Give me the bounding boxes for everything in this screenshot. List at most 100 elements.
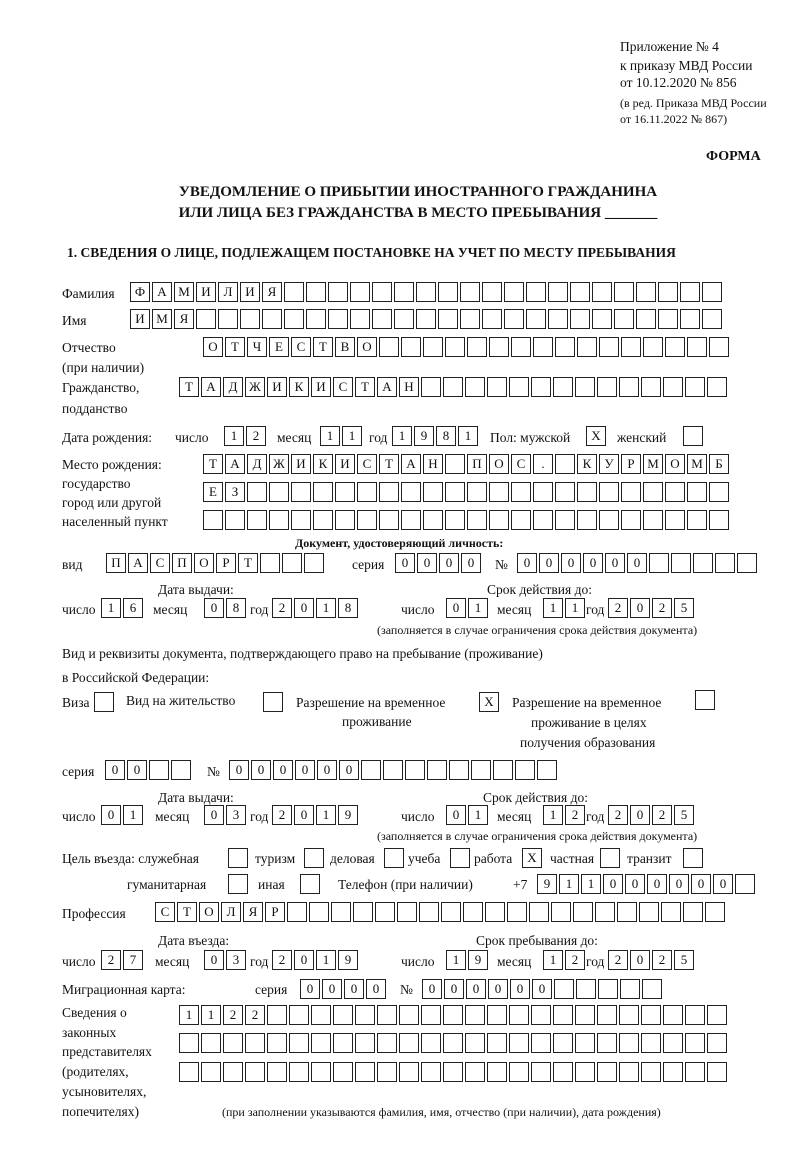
char-cell[interactable]: 2 [101,950,121,970]
char-cell[interactable] [421,377,441,397]
char-cell[interactable]: 1 [581,874,601,894]
char-cell[interactable] [735,874,755,894]
char-cell[interactable]: 1 [446,950,466,970]
char-cell[interactable]: 2 [565,805,585,825]
char-cell[interactable] [267,1033,287,1053]
char-cell[interactable]: 0 [366,979,386,999]
char-cell[interactable]: Р [265,902,285,922]
char-cell[interactable] [641,1005,661,1025]
char-cell[interactable]: У [599,454,619,474]
char-cell[interactable]: 0 [630,950,650,970]
char-cell[interactable]: 3 [226,805,246,825]
purpose-work-checkbox[interactable]: X [522,848,542,868]
char-cell[interactable]: О [194,553,214,573]
char-cell[interactable] [333,1033,353,1053]
char-cell[interactable]: Т [379,454,399,474]
char-cell[interactable]: Я [174,309,194,329]
char-cell[interactable]: И [130,309,150,329]
char-cell[interactable] [685,1062,705,1082]
char-cell[interactable] [421,1033,441,1053]
char-cell[interactable] [394,282,414,302]
char-cell[interactable] [223,1033,243,1053]
char-cell[interactable] [570,282,590,302]
char-cell[interactable] [537,760,557,780]
char-cell[interactable]: 1 [224,426,244,446]
char-cell[interactable]: 6 [123,598,143,618]
char-cell[interactable] [416,309,436,329]
char-cell[interactable]: А [225,454,245,474]
char-cell[interactable] [597,1005,617,1025]
char-cell[interactable] [553,1005,573,1025]
char-cell[interactable] [445,454,465,474]
char-cell[interactable] [533,337,553,357]
residence-checkbox[interactable] [263,692,283,712]
char-cell[interactable]: Я [243,902,263,922]
char-cell[interactable] [149,760,169,780]
char-cell[interactable] [511,482,531,502]
char-cell[interactable] [311,1033,331,1053]
char-cell[interactable] [504,309,524,329]
char-cell[interactable] [449,760,469,780]
char-cell[interactable]: 0 [300,979,320,999]
char-cell[interactable]: 0 [630,598,650,618]
char-cell[interactable]: Д [247,454,267,474]
char-cell[interactable] [289,1005,309,1025]
char-cell[interactable] [355,1033,375,1053]
char-cell[interactable] [576,979,596,999]
char-cell[interactable] [284,282,304,302]
char-cell[interactable] [570,309,590,329]
char-cell[interactable]: С [291,337,311,357]
char-cell[interactable]: 9 [338,950,358,970]
char-cell[interactable]: 2 [608,950,628,970]
char-cell[interactable] [526,282,546,302]
char-cell[interactable] [240,309,260,329]
char-cell[interactable] [379,337,399,357]
char-cell[interactable] [493,760,513,780]
char-cell[interactable]: X [586,426,606,446]
char-cell[interactable]: X [522,848,542,868]
char-cell[interactable] [450,848,470,868]
char-cell[interactable]: Е [269,337,289,357]
char-cell[interactable]: А [128,553,148,573]
char-cell[interactable] [575,1062,595,1082]
char-cell[interactable] [621,510,641,530]
char-cell[interactable] [636,282,656,302]
char-cell[interactable] [614,309,634,329]
char-cell[interactable]: X [479,692,499,712]
char-cell[interactable]: К [313,454,333,474]
char-cell[interactable]: . [533,454,553,474]
char-cell[interactable]: 0 [444,979,464,999]
char-cell[interactable] [548,282,568,302]
char-cell[interactable]: 8 [226,598,246,618]
char-cell[interactable] [372,282,392,302]
char-cell[interactable]: 8 [338,598,358,618]
char-cell[interactable]: 5 [674,598,694,618]
char-cell[interactable]: 0 [251,760,271,780]
char-cell[interactable] [531,377,551,397]
char-cell[interactable] [397,902,417,922]
char-cell[interactable] [707,1005,727,1025]
char-cell[interactable] [592,282,612,302]
char-cell[interactable] [715,553,735,573]
char-cell[interactable] [335,482,355,502]
char-cell[interactable]: 0 [339,760,359,780]
char-cell[interactable]: А [201,377,221,397]
char-cell[interactable] [284,309,304,329]
char-cell[interactable] [695,690,715,710]
char-cell[interactable] [357,482,377,502]
char-cell[interactable] [427,760,447,780]
char-cell[interactable] [423,337,443,357]
char-cell[interactable]: И [311,377,331,397]
char-cell[interactable] [262,309,282,329]
purpose-humanitarian-checkbox[interactable] [228,874,248,894]
char-cell[interactable]: 0 [446,598,466,618]
